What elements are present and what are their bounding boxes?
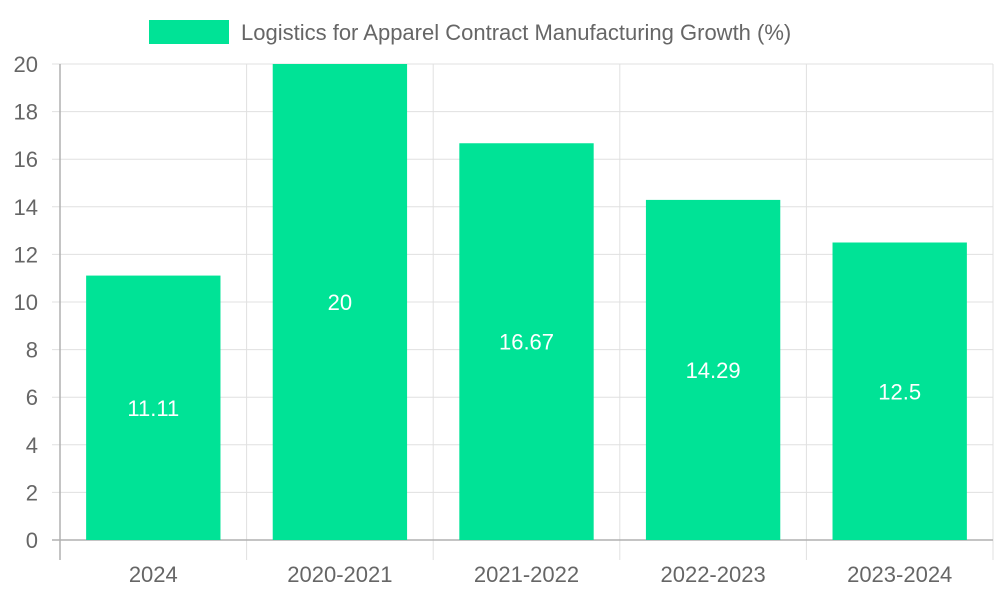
bar[interactable]: [645, 199, 781, 540]
data-label: 14.29: [686, 358, 741, 383]
x-tick-label: 2023-2024: [847, 562, 952, 587]
data-labels: 11.11 20 16.67 14.29 12.5: [127, 290, 921, 421]
y-tick-label: 6: [26, 385, 38, 410]
y-tick-label: 4: [26, 433, 38, 458]
legend[interactable]: Logistics for Apparel Contract Manufactu…: [149, 20, 791, 45]
x-tick-label: 2021-2022: [474, 562, 579, 587]
y-tick-label: 20: [14, 52, 38, 77]
legend-swatch: [149, 20, 229, 44]
x-tick-label: 2020-2021: [287, 562, 392, 587]
bar[interactable]: [832, 242, 967, 541]
y-tick-label: 14: [14, 195, 38, 220]
bar[interactable]: [272, 64, 408, 540]
x-tick-label: 2024: [129, 562, 178, 587]
bar[interactable]: [86, 275, 221, 540]
y-axis-ticks: 0 2 4 6 8 10 12 14 16 18 20: [14, 52, 38, 553]
y-tick-label: 12: [14, 242, 38, 267]
bar[interactable]: [459, 143, 594, 540]
data-label: 12.5: [878, 379, 921, 404]
data-label: 11.11: [127, 396, 179, 421]
x-tick-label: 2022-2023: [660, 562, 765, 587]
y-tick-label: 16: [14, 147, 38, 172]
x-axis-ticks: 2024 2020-2021 2021-2022 2022-2023 2023-2024: [129, 562, 952, 587]
y-tick-label: 2: [26, 480, 38, 505]
y-tick-label: 8: [26, 338, 38, 363]
data-label: 16.67: [499, 330, 554, 355]
data-label: 20: [328, 290, 352, 315]
legend-label: Logistics for Apparel Contract Manufactu…: [241, 20, 791, 45]
y-tick-label: 10: [14, 290, 38, 315]
bars: [86, 64, 967, 540]
y-tick-label: 18: [14, 100, 38, 125]
y-tick-label: 0: [26, 528, 38, 553]
